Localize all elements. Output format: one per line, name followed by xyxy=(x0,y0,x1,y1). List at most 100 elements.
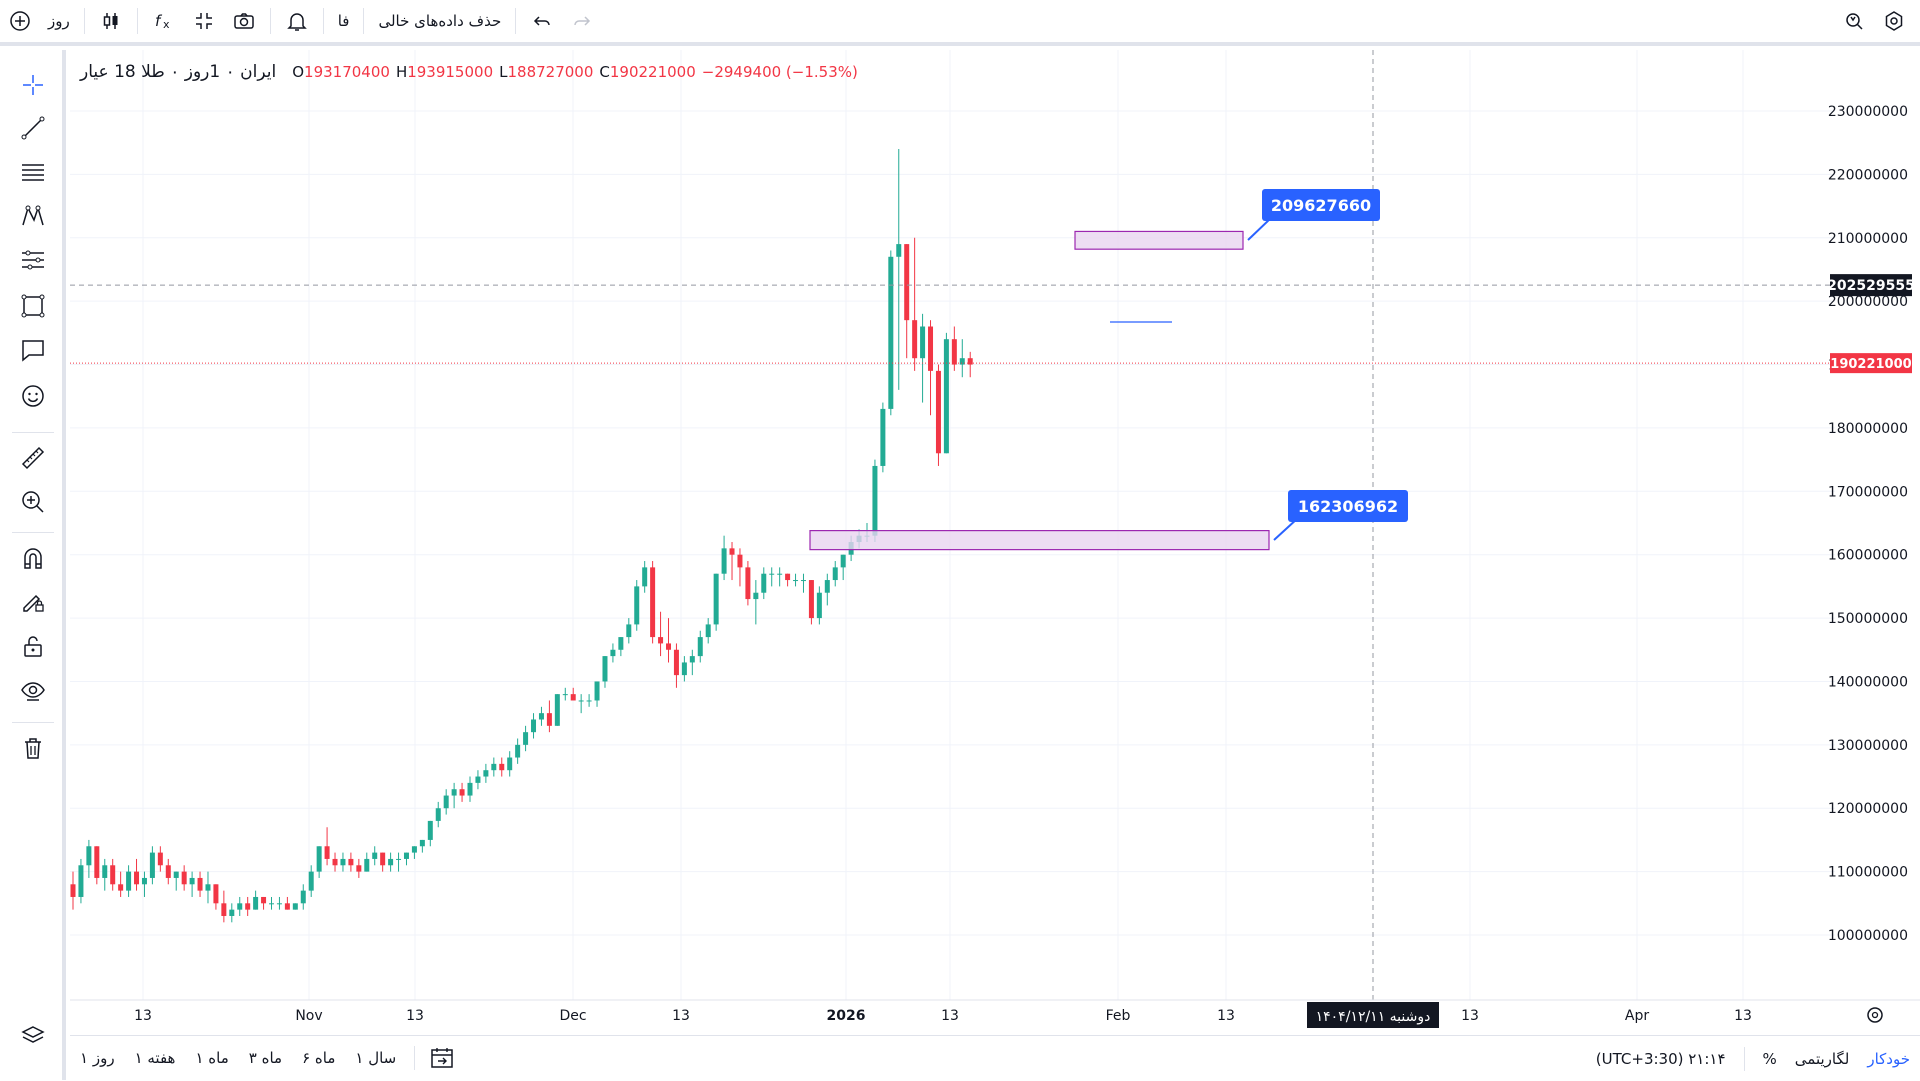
auto-toggle[interactable]: خودکار xyxy=(1867,1049,1910,1068)
candle-body xyxy=(102,865,108,878)
candle-body xyxy=(761,573,767,593)
candle-body xyxy=(634,586,640,625)
pattern-icon[interactable] xyxy=(13,196,53,236)
time-tick-label: Feb xyxy=(1106,1008,1131,1024)
price-tick-label: 110000000 xyxy=(1828,865,1908,881)
price-tick-label: 140000000 xyxy=(1828,674,1908,690)
candle-body xyxy=(483,770,489,777)
last-price-box xyxy=(1830,353,1912,374)
time-axis[interactable]: 13 Nov 13 Dec 13 2026 13 Feb 13 13 Apr 13 دوشنبه ۱۴۰… xyxy=(70,999,1920,1028)
candles-icon[interactable] xyxy=(91,2,131,40)
axis-settings-icon xyxy=(1867,1007,1883,1023)
candle-body xyxy=(959,358,965,365)
camera-icon[interactable] xyxy=(224,2,264,40)
rectangle-icon[interactable] xyxy=(13,286,53,326)
price-tick-label: 220000000 xyxy=(1828,167,1908,183)
candle-body xyxy=(388,858,394,866)
interval-button[interactable]: روز xyxy=(48,12,70,30)
crosshair-date-box xyxy=(1307,1002,1439,1028)
compare-icon[interactable] xyxy=(184,2,224,40)
candle-body xyxy=(419,839,425,847)
price-axis[interactable]: 2300000002200000002100000002000000001900… xyxy=(1827,104,1915,944)
candle-body xyxy=(904,244,910,321)
separator xyxy=(1743,1046,1745,1071)
redo-icon[interactable] xyxy=(562,2,602,40)
range-3m[interactable]: ماه ۳ xyxy=(248,1049,283,1067)
date-range-icon[interactable] xyxy=(423,1045,461,1071)
candle-body xyxy=(237,903,243,910)
candle-body xyxy=(181,871,187,885)
clear-empty-data-button[interactable]: حذف داده‌های خالی xyxy=(378,12,502,30)
low-label: L xyxy=(499,63,508,81)
separator xyxy=(12,432,54,433)
candle-body xyxy=(213,884,219,904)
timezone-label[interactable]: (UTC+3:30) ۲۱:۱۴ xyxy=(1595,1049,1726,1068)
trend-line-icon[interactable] xyxy=(13,108,53,148)
chart-drawings[interactable]: 209627660 162306962 xyxy=(70,50,1835,1000)
range-1m[interactable]: ماه ۱ xyxy=(195,1049,229,1067)
candle-body xyxy=(221,903,227,916)
candle-body xyxy=(443,795,449,809)
zoom-in-icon[interactable] xyxy=(13,482,53,522)
emoji-icon[interactable] xyxy=(13,376,53,416)
separator xyxy=(414,1046,416,1070)
range-1y[interactable]: سال ۱ xyxy=(355,1049,397,1067)
candle-body xyxy=(118,884,124,891)
price-chart[interactable]: 209627660 162306962 230000000 220000000 210… xyxy=(0,0,1920,1035)
candle-body xyxy=(626,624,632,638)
text-note-icon[interactable] xyxy=(13,330,53,370)
add-symbol-icon[interactable] xyxy=(0,2,40,40)
prediction-icon[interactable] xyxy=(13,240,53,280)
upper-zone-rectangle xyxy=(1074,230,1244,250)
candle-body xyxy=(110,865,116,885)
candle-body xyxy=(396,858,402,860)
separator xyxy=(363,8,365,34)
candle-body xyxy=(157,852,163,866)
lock-icon[interactable] xyxy=(13,626,53,666)
candle-body xyxy=(840,554,846,568)
range-6m[interactable]: ماه ۶ xyxy=(302,1049,336,1067)
eye-visibility-icon[interactable] xyxy=(13,670,53,710)
crosshair-icon[interactable] xyxy=(13,65,53,105)
quick-search-icon[interactable] xyxy=(1834,2,1874,40)
language-button[interactable]: فا xyxy=(337,12,350,30)
candle-body xyxy=(785,573,791,581)
candle-body xyxy=(459,789,465,796)
candle-body xyxy=(650,567,656,638)
candle-body xyxy=(602,656,608,682)
trash-icon[interactable] xyxy=(13,728,53,768)
percent-toggle[interactable]: % xyxy=(1762,1049,1777,1068)
candle-body xyxy=(165,865,171,878)
price-tick-label: 100000000 xyxy=(1828,928,1908,944)
alert-bell-icon[interactable] xyxy=(277,2,317,40)
undo-icon[interactable] xyxy=(522,2,562,40)
candle-body xyxy=(658,637,664,644)
layers-icon[interactable] xyxy=(13,1016,53,1056)
lower-zone-label: 162306962 xyxy=(1298,497,1398,516)
candle-body xyxy=(546,713,552,726)
stay-drawing-icon[interactable] xyxy=(13,582,53,622)
axis-settings-icon-center xyxy=(1871,1011,1879,1019)
candle-body xyxy=(896,244,902,257)
settings-gear-icon[interactable] xyxy=(1874,2,1914,40)
symbol-legend: ایران ۰ 1روز ۰ طلا 18 عیار O193170400 H1… xyxy=(80,62,858,82)
ruler-icon[interactable] xyxy=(13,438,53,478)
candle-body xyxy=(610,649,616,657)
range-1w[interactable]: هفته ۱ xyxy=(134,1049,176,1067)
crosshair-price-label: 202529555 xyxy=(1827,278,1915,294)
candle-body xyxy=(340,858,346,866)
candle-body xyxy=(920,326,926,359)
log-toggle[interactable]: لگاریتمی xyxy=(1794,1049,1850,1068)
candle-body xyxy=(935,370,941,454)
candle-body xyxy=(594,681,600,701)
upper-zone-label: 209627660 xyxy=(1271,196,1371,215)
candle-body xyxy=(832,567,838,581)
range-1d[interactable]: روز ۱ xyxy=(80,1049,115,1067)
magnet-icon[interactable] xyxy=(13,538,53,578)
candle-body xyxy=(229,909,235,916)
candle-body xyxy=(753,592,759,600)
close-label: C xyxy=(599,63,610,81)
symbol-title[interactable]: ایران ۰ 1روز ۰ طلا 18 عیار xyxy=(80,62,277,82)
fib-retracement-icon[interactable] xyxy=(13,152,53,192)
